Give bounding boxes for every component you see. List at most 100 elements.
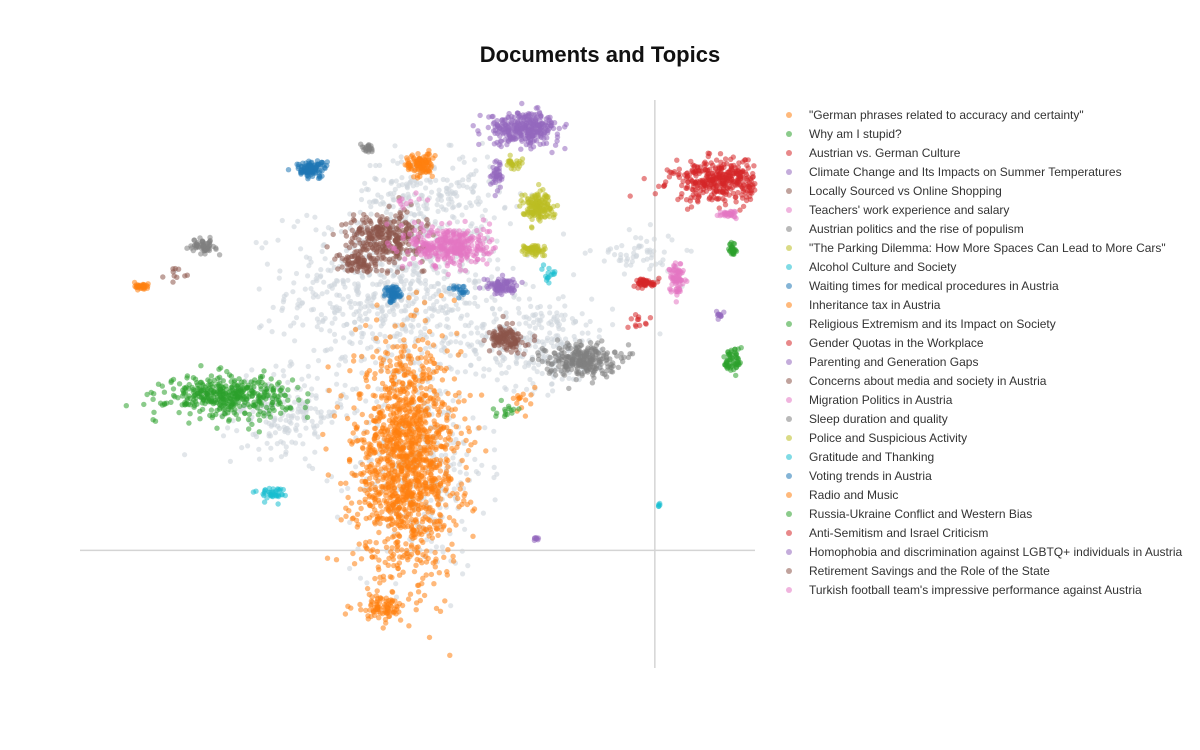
background-point: [500, 354, 506, 360]
data-point: [287, 405, 293, 411]
data-point: [743, 171, 750, 178]
data-point: [401, 445, 407, 451]
background-point: [311, 431, 318, 437]
background-point: [449, 214, 456, 220]
background-point: [653, 261, 659, 267]
background-point: [280, 305, 286, 311]
data-point: [366, 367, 373, 374]
data-point: [662, 182, 668, 188]
data-point: [531, 112, 537, 118]
data-point: [418, 420, 425, 426]
data-point: [499, 174, 505, 180]
data-point: [684, 174, 691, 180]
data-point: [431, 262, 437, 268]
data-point: [384, 605, 391, 611]
data-point: [383, 349, 389, 356]
background-point: [468, 172, 474, 178]
data-point: [374, 548, 381, 555]
background-point: [416, 275, 422, 281]
background-point: [357, 575, 364, 581]
data-point: [679, 191, 685, 197]
background-point: [405, 348, 411, 354]
background-point: [364, 580, 370, 586]
data-point: [339, 222, 345, 228]
data-point: [476, 425, 482, 431]
background-point: [375, 386, 381, 392]
background-point: [466, 277, 472, 283]
background-point: [318, 267, 324, 273]
data-point: [713, 171, 720, 178]
data-point: [389, 377, 395, 384]
data-point: [417, 597, 423, 604]
data-point: [463, 437, 469, 444]
data-point: [415, 589, 422, 595]
data-point: [454, 330, 460, 336]
data-point: [394, 493, 400, 499]
data-point: [396, 406, 402, 412]
data-point: [493, 158, 500, 164]
background-point: [329, 260, 335, 266]
background-point: [556, 321, 563, 328]
data-point: [439, 220, 445, 227]
background-point: [300, 441, 306, 447]
background-point: [526, 296, 533, 302]
data-point: [450, 553, 456, 559]
data-point: [251, 402, 257, 409]
background-point: [398, 159, 405, 165]
data-point: [423, 413, 430, 419]
data-point: [436, 462, 443, 468]
background-point: [409, 278, 415, 284]
background-point: [266, 431, 272, 437]
data-point: [207, 378, 213, 384]
background-point: [535, 339, 542, 345]
data-point: [513, 136, 519, 142]
data-point: [268, 376, 274, 382]
background-point: [556, 326, 562, 332]
data-point: [406, 402, 412, 408]
background-point: [607, 246, 614, 252]
data-point: [389, 463, 396, 469]
data-point: [352, 326, 359, 333]
background-point: [571, 333, 577, 340]
data-point: [404, 485, 410, 491]
data-point: [706, 184, 713, 190]
data-point: [442, 473, 448, 479]
background-point: [356, 290, 362, 296]
background-point: [353, 464, 359, 470]
data-point: [372, 486, 379, 493]
background-point: [310, 306, 317, 312]
background-point: [455, 306, 461, 312]
data-point: [372, 431, 379, 438]
data-point: [384, 395, 390, 401]
data-point: [394, 269, 401, 275]
data-point: [371, 375, 378, 382]
background-point: [275, 237, 281, 243]
data-point: [221, 401, 227, 407]
background-point: [563, 336, 569, 342]
data-point: [403, 396, 409, 403]
background-point: [499, 370, 505, 376]
data-point: [418, 492, 424, 499]
background-point: [472, 157, 478, 163]
data-point: [430, 395, 436, 402]
data-point: [733, 168, 739, 174]
background-point: [491, 428, 497, 434]
background-point: [450, 455, 456, 461]
data-point: [414, 502, 420, 509]
data-point: [413, 307, 419, 313]
background-point: [402, 326, 409, 332]
data-point: [423, 248, 429, 254]
data-point: [423, 559, 430, 565]
background-point: [416, 211, 422, 217]
data-point: [352, 242, 358, 248]
background-point: [283, 449, 289, 455]
data-point: [396, 533, 402, 539]
data-point: [372, 371, 378, 377]
background-point: [338, 356, 344, 362]
background-point: [431, 302, 437, 308]
background-point: [259, 245, 265, 251]
data-point: [413, 289, 420, 295]
background-point: [324, 289, 330, 295]
data-point: [258, 374, 264, 380]
